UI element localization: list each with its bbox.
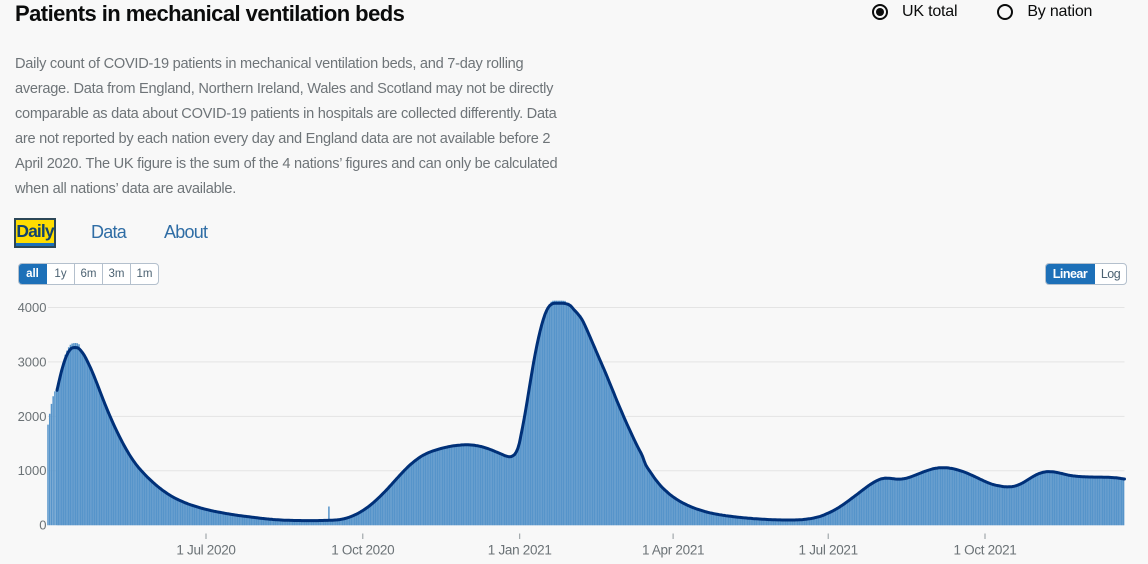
svg-text:4000: 4000 (18, 300, 47, 315)
svg-text:1 Apr 2021: 1 Apr 2021 (642, 543, 704, 558)
svg-text:1 Oct 2021: 1 Oct 2021 (953, 543, 1016, 558)
svg-text:1000: 1000 (18, 463, 47, 478)
svg-text:3000: 3000 (18, 354, 47, 369)
svg-text:1 Jul 2021: 1 Jul 2021 (799, 543, 858, 558)
svg-text:2000: 2000 (18, 409, 47, 424)
svg-text:1 Oct 2020: 1 Oct 2020 (331, 543, 394, 558)
svg-text:1 Jan 2021: 1 Jan 2021 (488, 543, 552, 558)
svg-text:1 Jul 2020: 1 Jul 2020 (176, 543, 235, 558)
svg-text:0: 0 (39, 518, 46, 533)
